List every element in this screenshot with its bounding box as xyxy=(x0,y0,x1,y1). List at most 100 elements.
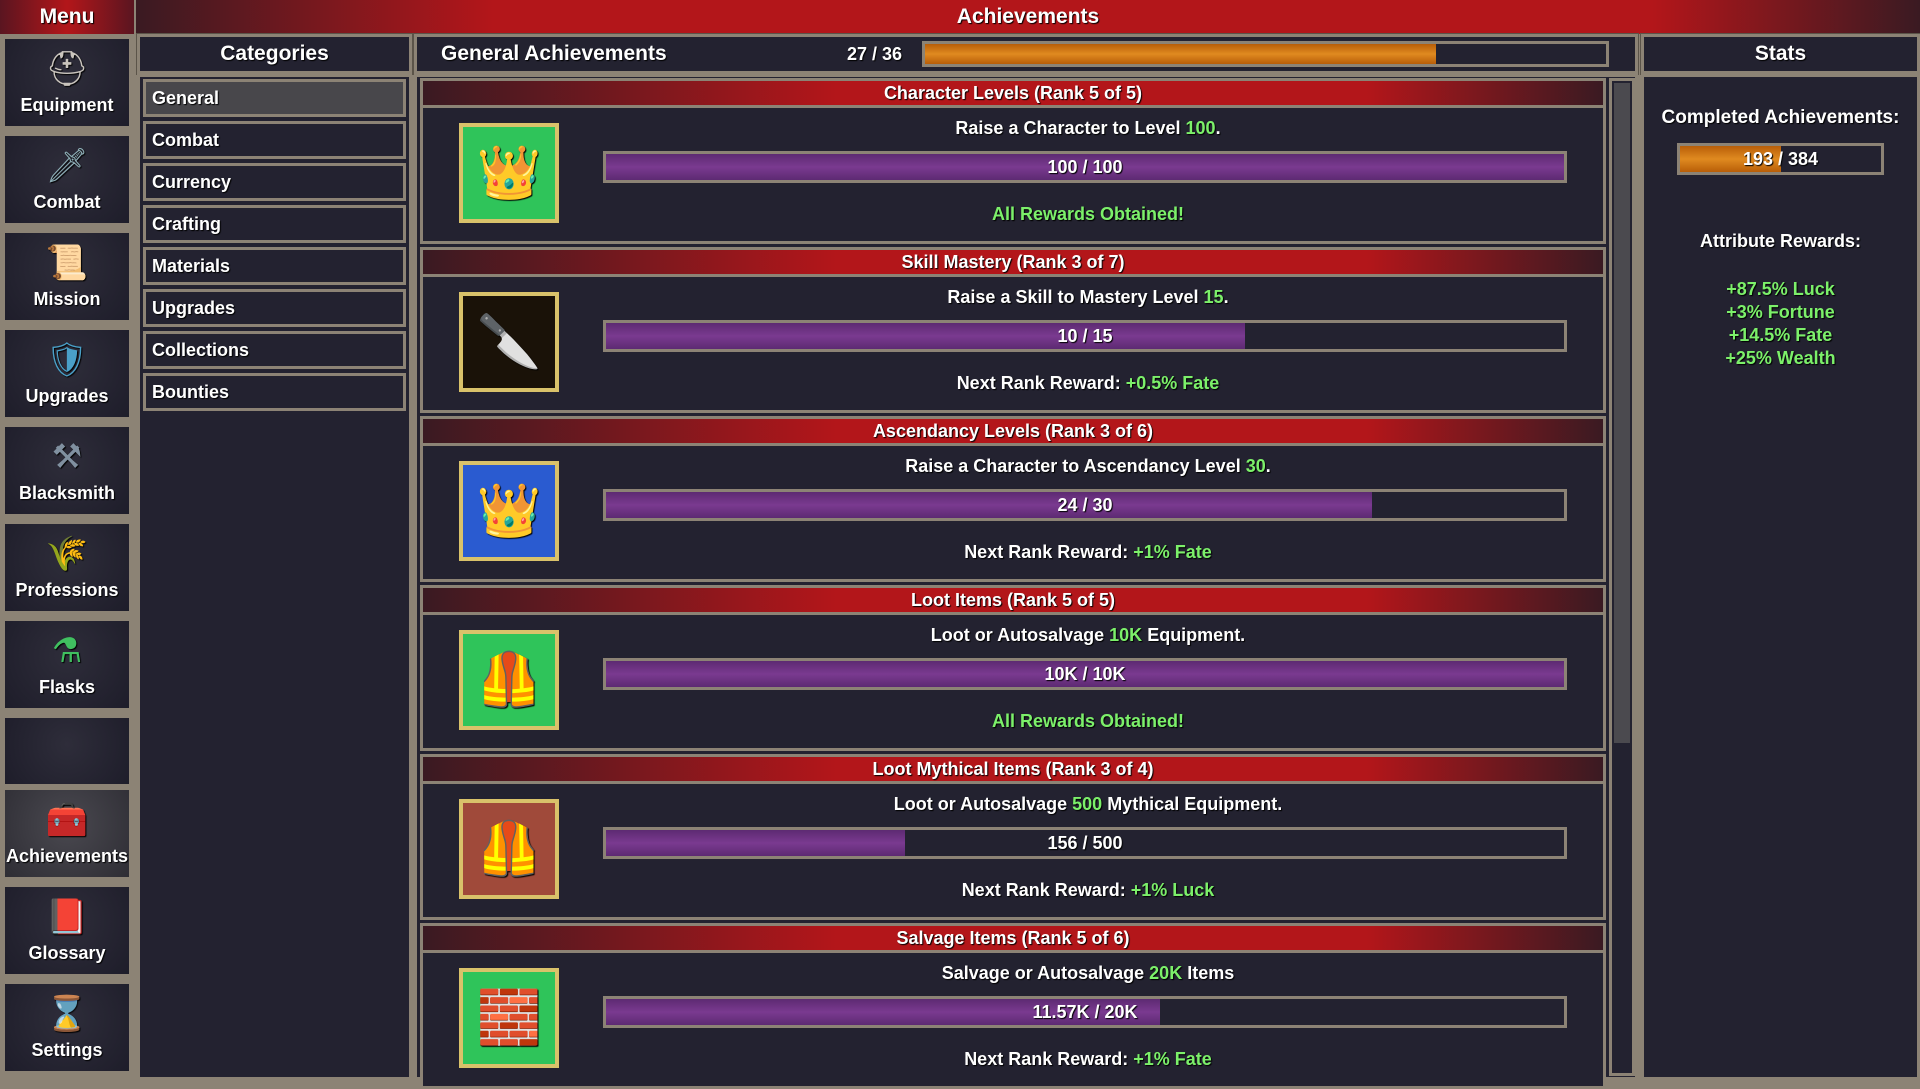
achievement-title: Skill Mastery (Rank 3 of 7) xyxy=(420,247,1606,277)
achievement-list: Character Levels (Rank 5 of 5) 👑 Raise a C… xyxy=(414,74,1638,1089)
achievement-progress-bar: 10K / 10K xyxy=(603,658,1567,690)
flaming-blade-icon: 🔪 xyxy=(459,292,559,392)
sidebar-item-flasks[interactable]: ⚗ Flasks xyxy=(2,618,132,711)
achievement-progress-fill xyxy=(606,661,1564,687)
achievement-progress-fill xyxy=(606,323,1245,349)
chest-icon: 🧰 xyxy=(45,801,89,839)
sidebar-item-settings[interactable]: ⌛ Settings xyxy=(2,981,132,1074)
main-progress-bar xyxy=(922,41,1609,67)
category-general[interactable]: General xyxy=(143,79,406,117)
sidebar-item-label: Glossary xyxy=(28,943,106,963)
category-bounties[interactable]: Bounties xyxy=(143,373,406,411)
attribute-rewards-list: +87.5% Luck +3% Fortune +14.5% Fate +25% We… xyxy=(1644,278,1917,370)
achievement-progress-bar: 11.57K / 20K xyxy=(603,996,1567,1028)
achievement-progress-bar: 24 / 30 xyxy=(603,489,1567,521)
description-suffix: . xyxy=(1265,456,1271,476)
achievement-progress-fill xyxy=(606,999,1161,1025)
reward-label: Next Rank Reward: xyxy=(964,542,1134,562)
sidebar-item-label: Equipment xyxy=(20,95,114,115)
helmet-icon: ⛑ xyxy=(45,50,89,88)
sword-icon: 🗡 xyxy=(45,147,89,185)
book-icon: 📕 xyxy=(45,898,89,936)
categories-list: General Combat Currency Crafting Materials Up… xyxy=(137,74,412,1080)
crown-icon: 👑 xyxy=(459,461,559,561)
achievement-description: Salvage or Autosalvage 20K Items xyxy=(603,963,1573,984)
achievement-title: Loot Items (Rank 5 of 5) xyxy=(420,585,1606,615)
achievement-progress-fill xyxy=(606,154,1564,180)
sidebar-item-mission[interactable]: 📜 Mission xyxy=(2,230,132,323)
sidebar-item-label: Achievements xyxy=(5,846,129,866)
achievement-body: 🦺 Loot or Autosalvage 10K Equipment. 10K /… xyxy=(420,615,1606,751)
achievement-card: Skill Mastery (Rank 3 of 7) 🔪 Raise a Skil… xyxy=(420,247,1606,413)
achievement-progress-text: 156 / 500 xyxy=(1047,833,1123,853)
description-text: Loot or Autosalvage xyxy=(893,794,1073,814)
sidebar-item-upgrades[interactable]: 🛡 Upgrades xyxy=(2,327,132,420)
category-combat[interactable]: Combat xyxy=(143,121,406,159)
achievement-progress-text: 24 / 30 xyxy=(1057,495,1113,515)
ingot-icon: 🧱 xyxy=(459,968,559,1068)
reward-label: Next Rank Reward: xyxy=(964,1049,1134,1069)
sidebar-item-blacksmith[interactable]: ⚒ Blacksmith xyxy=(2,424,132,517)
sidebar-item-combat[interactable]: 🗡 Combat xyxy=(2,133,132,226)
description-text: Loot or Autosalvage xyxy=(930,625,1110,645)
scrollbar-thumb[interactable] xyxy=(1614,83,1630,743)
sidebar-item-equipment[interactable]: ⛑ Equipment xyxy=(2,36,132,129)
achievement-reward: Next Rank Reward: +1% Luck xyxy=(603,880,1573,901)
reward-value: +1% Luck xyxy=(1130,880,1215,900)
sidebar-item-label: Combat xyxy=(33,192,101,212)
category-crafting[interactable]: Crafting xyxy=(143,205,406,243)
achievement-card: Character Levels (Rank 5 of 5) 👑 Raise a C… xyxy=(420,78,1606,244)
sidebar-item-label: Upgrades xyxy=(25,386,109,406)
attribute-reward: +14.5% Fate xyxy=(1728,325,1833,345)
reward-value: +1% Fate xyxy=(1133,542,1212,562)
scroll-icon: 📜 xyxy=(45,244,89,282)
description-target: 10K xyxy=(1109,625,1143,645)
achievement-progress-fill xyxy=(606,492,1373,518)
achievement-progress-text: 11.57K / 20K xyxy=(1032,1002,1138,1022)
achievement-progress-text: 10K / 10K xyxy=(1044,664,1126,684)
attribute-reward: +87.5% Luck xyxy=(1726,279,1835,299)
description-text: Raise a Character to Ascendancy Level xyxy=(905,456,1246,476)
flask-icon: ⚗ xyxy=(51,632,83,670)
reward-label: Next Rank Reward: xyxy=(961,880,1131,900)
achievement-progress-bar: 10 / 15 xyxy=(603,320,1567,352)
mythical-armor-icon: 🦺 xyxy=(459,799,559,899)
achievement-progress-bar: 156 / 500 xyxy=(603,827,1567,859)
description-suffix: . xyxy=(1223,287,1229,307)
achievement-card: Loot Mythical Items (Rank 3 of 4) 🦺 Loot o… xyxy=(420,754,1606,920)
sidebar-item-empty xyxy=(2,715,132,787)
sidebar-item-glossary[interactable]: 📕 Glossary xyxy=(2,884,132,977)
main-header: General Achievements 27 / 36 xyxy=(413,33,1639,75)
achievement-title: Character Levels (Rank 5 of 5) xyxy=(420,78,1606,108)
achievement-description: Loot or Autosalvage 10K Equipment. xyxy=(603,625,1573,646)
sidebar-item-professions[interactable]: 🌾 Professions xyxy=(2,521,132,614)
description-suffix: . xyxy=(1215,118,1221,138)
reward-value: +0.5% Fate xyxy=(1125,373,1220,393)
attribute-reward: +25% Wealth xyxy=(1725,348,1836,368)
description-text: Raise a Skill to Mastery Level xyxy=(947,287,1204,307)
reward-value: +1% Fate xyxy=(1133,1049,1212,1069)
scrollbar[interactable] xyxy=(1609,78,1635,1076)
description-target: 500 xyxy=(1072,794,1103,814)
category-upgrades[interactable]: Upgrades xyxy=(143,289,406,327)
sidebar-item-achievements[interactable]: 🧰 Achievements xyxy=(2,787,132,880)
description-target: 15 xyxy=(1203,287,1224,307)
main-progress-text: 27 / 36 xyxy=(847,44,903,64)
achievement-reward: Next Rank Reward: +1% Fate xyxy=(603,1049,1573,1070)
completed-label: Completed Achievements: xyxy=(1661,107,1900,128)
category-materials[interactable]: Materials xyxy=(143,247,406,285)
reward-value: All Rewards Obtained! xyxy=(991,204,1185,224)
tiara-icon: 👑 xyxy=(459,123,559,223)
category-currency[interactable]: Currency xyxy=(143,163,406,201)
menu-header: Menu xyxy=(0,0,134,34)
achievement-progress-text: 100 / 100 xyxy=(1047,157,1123,177)
description-suffix: Items xyxy=(1182,963,1235,983)
achievement-body: 👑 Raise a Character to Ascendancy Level 3… xyxy=(420,446,1606,582)
reward-value: All Rewards Obtained! xyxy=(991,711,1185,731)
category-collections[interactable]: Collections xyxy=(143,331,406,369)
completed-progress-fill xyxy=(1680,146,1782,172)
achievement-body: 🔪 Raise a Skill to Mastery Level 15. 10 / … xyxy=(420,277,1606,413)
completed-progress-bar: 193 / 384 xyxy=(1677,143,1884,175)
description-suffix: Mythical Equipment. xyxy=(1102,794,1283,814)
description-target: 30 xyxy=(1245,456,1266,476)
